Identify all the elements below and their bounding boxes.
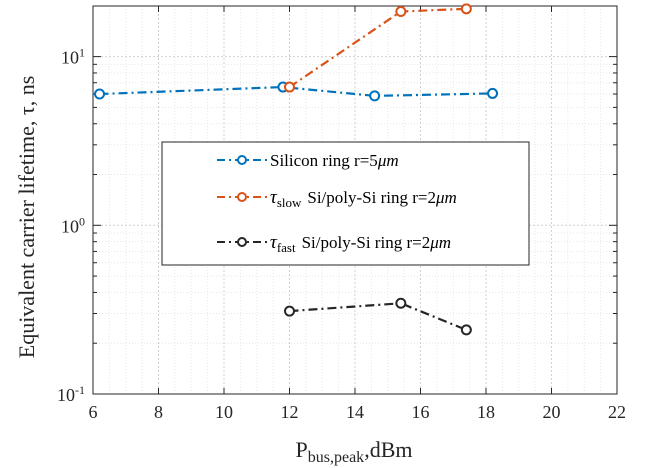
- legend-marker-tau-slow: [237, 192, 247, 202]
- data-point-tau-slow: [395, 6, 407, 18]
- legend-entry-tau-fast: τfast Si/poly-Si ring r=2μm: [217, 232, 451, 255]
- x-tick-label: 8: [154, 402, 163, 422]
- legend-text-silicon-ring: Silicon ring r=5: [270, 151, 378, 170]
- legend-label-silicon-ring: Silicon ring r=5μm: [270, 151, 399, 170]
- x-axis-label-main: P: [296, 437, 308, 462]
- x-axis-label-sub: bus,peak: [308, 449, 364, 466]
- x-tick-label: 6: [89, 402, 98, 422]
- legend-unit-tau-slow: μm: [435, 188, 457, 207]
- x-tick-label: 14: [346, 402, 364, 422]
- series-line-silicon-ring: [99, 85, 493, 97]
- y-tick-label: 100: [61, 214, 85, 236]
- legend-label-tau-slow: τslow Si/poly-Si ring r=2μm: [270, 187, 457, 210]
- series-tau-fast: [284, 297, 472, 336]
- x-tick-label: 16: [412, 402, 430, 422]
- x-axis-label-unit: ,dBm: [364, 437, 412, 462]
- x-tick-label: 10: [215, 402, 233, 422]
- x-tick-label: 22: [608, 402, 626, 422]
- legend-entry-tau-slow: τslow Si/poly-Si ring r=2μm: [217, 187, 457, 210]
- axis-ticks: [92, 6, 618, 395]
- legend-unit-tau-fast: μm: [429, 233, 451, 252]
- x-axis-label: Pbus,peak,dBm: [296, 437, 413, 466]
- y-axis-label: Equivalent carrier lifetime, τ, ns: [14, 76, 39, 359]
- x-tick-label: 12: [281, 402, 299, 422]
- legend-tau-fast-subscript: fast: [277, 240, 296, 255]
- legend-tau-slow-subscript: slow: [277, 195, 302, 210]
- series-tau-slow: [284, 3, 472, 93]
- legend-unit-silicon-ring: μm: [377, 151, 399, 170]
- data-point-silicon-ring: [487, 87, 499, 99]
- data-point-tau-fast: [395, 297, 407, 309]
- legend-marker-silicon-ring: [237, 155, 247, 165]
- data-point-silicon-ring: [369, 90, 381, 102]
- data-point-tau-fast: [284, 305, 295, 317]
- x-tick-label: 18: [477, 402, 495, 422]
- y-tick-labels: 10-1 100 101: [57, 46, 85, 405]
- legend-text-tau-fast: Si/poly-Si ring r=2: [302, 233, 431, 252]
- legend-tau-slow-symbol: τ: [270, 187, 278, 208]
- series-silicon-ring: [94, 81, 499, 102]
- y-tick-label: 101: [61, 46, 85, 68]
- x-tick-labels: 6 8 10 12 14 16 18 20 22: [89, 402, 627, 422]
- data-point-silicon-ring: [94, 88, 106, 100]
- data-series: [94, 3, 499, 336]
- data-point-tau-slow: [284, 81, 295, 93]
- data-point-tau-fast: [460, 324, 472, 336]
- legend-tau-fast-symbol: τ: [270, 232, 278, 253]
- y-tick-label: 10-1: [57, 383, 85, 405]
- legend-marker-tau-fast: [237, 237, 247, 247]
- legend-box: [161, 141, 530, 266]
- legend-entry-silicon-ring: Silicon ring r=5μm: [217, 151, 399, 170]
- data-point-tau-slow: [460, 3, 472, 15]
- legend-text-tau-slow: Si/poly-Si ring r=2: [307, 188, 436, 207]
- x-tick-label: 20: [543, 402, 561, 422]
- series-line-tau-fast: [289, 302, 467, 331]
- legend: Silicon ring r=5μm τslow Si/poly-Si ring …: [161, 141, 530, 266]
- legend-label-tau-fast: τfast Si/poly-Si ring r=2μm: [270, 232, 451, 255]
